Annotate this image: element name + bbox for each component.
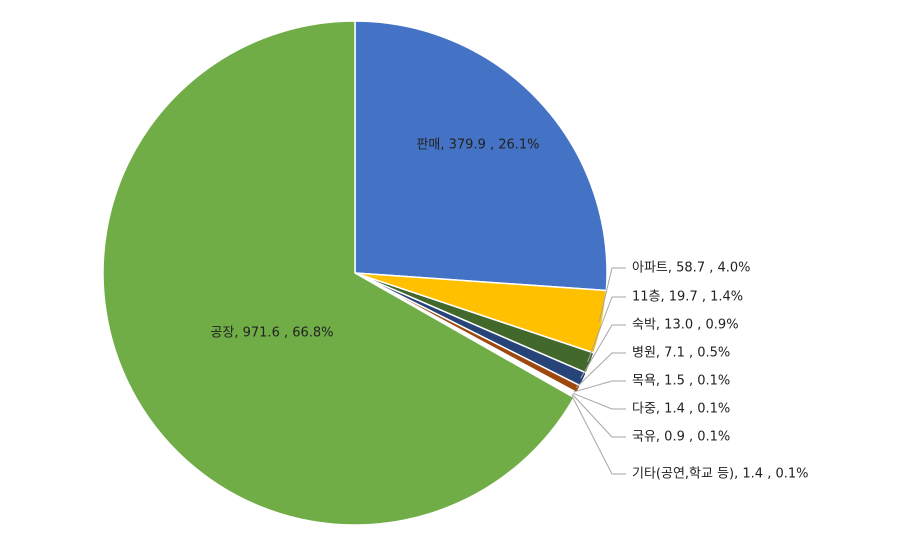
leader-line xyxy=(587,296,626,363)
leader-line xyxy=(572,394,626,438)
data-labels: 판매, 379.9 , 26.1% 아파트, 58.7 , 4.0% 11층, 19… xyxy=(210,138,808,482)
data-label: 숙박, 13.0 , 0.9% xyxy=(632,318,739,333)
data-label: 목욕, 1.5 , 0.1% xyxy=(632,374,730,389)
data-label: 아파트, 58.7 , 4.0% xyxy=(632,261,751,276)
data-label: 공장, 971.6 , 66.8% xyxy=(210,326,333,341)
leader-line xyxy=(572,392,626,410)
leader-line xyxy=(571,395,626,475)
leader-line xyxy=(598,267,626,322)
data-label: 11층, 19.7 , 1.4% xyxy=(632,290,743,305)
leader-line xyxy=(573,380,626,393)
data-label: 기타(공연,학교 등), 1.4 , 0.1% xyxy=(632,467,809,482)
leader-line xyxy=(575,352,626,389)
pie-slice xyxy=(102,20,576,526)
pie xyxy=(102,20,608,526)
leader-line xyxy=(580,324,626,379)
data-label: 국유, 0.9 , 0.1% xyxy=(632,430,730,445)
pie-slice xyxy=(354,20,608,292)
data-label: 병원, 7.1 , 0.5% xyxy=(632,346,730,361)
data-label: 판매, 379.9 , 26.1% xyxy=(416,138,539,153)
data-label: 다중, 1.4 , 0.1% xyxy=(632,402,730,417)
